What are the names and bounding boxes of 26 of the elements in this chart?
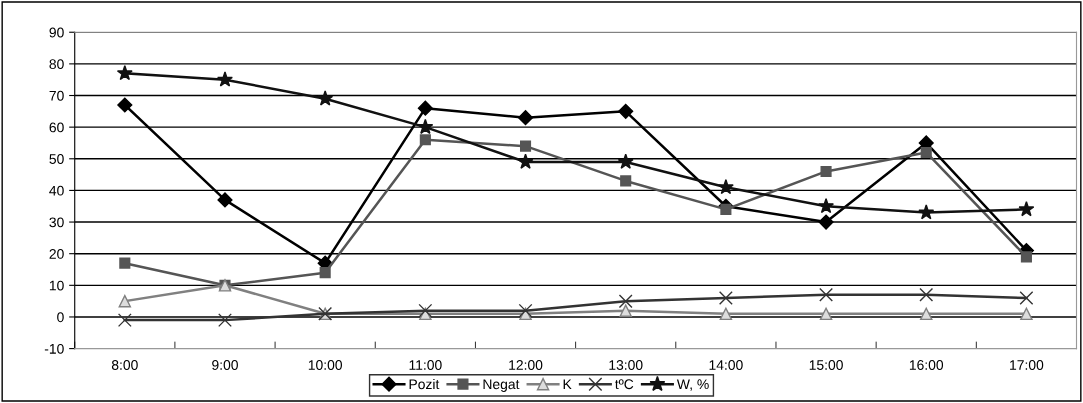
legend-label: Negat <box>483 379 520 392</box>
x-tick-label: 12:00 <box>509 360 543 370</box>
y-tick-label: 0 <box>57 312 64 323</box>
y-tick-label: 10 <box>49 280 64 291</box>
x-tick-label: 15:00 <box>809 360 843 370</box>
y-tick-label: 70 <box>49 90 64 101</box>
x-tick-label: 11:00 <box>409 360 442 370</box>
y-tick-label: 40 <box>49 185 64 196</box>
y-tick-label: -10 <box>44 343 64 354</box>
legend-label: Pozit <box>409 378 440 390</box>
y-tick-label: 50 <box>49 154 64 164</box>
x-tick-label: 14:00 <box>709 360 743 370</box>
x-tick-label: 8:00 <box>111 360 138 370</box>
x-tick-label: 10:00 <box>308 360 343 370</box>
legend-label: tºC <box>615 379 634 390</box>
x-tick-label: 16:00 <box>909 360 944 370</box>
x-tick-label: 13:00 <box>609 360 643 370</box>
x-tick-label: 9:00 <box>212 360 238 370</box>
x-tick-label: 17:00 <box>1010 360 1044 370</box>
legend-label: K <box>563 379 572 390</box>
y-tick-label: 20 <box>49 249 64 259</box>
y-tick-label: 90 <box>49 27 64 38</box>
y-tick-label: 30 <box>49 217 64 228</box>
legend-label: W, % <box>676 379 709 391</box>
y-tick-label: 80 <box>49 59 64 70</box>
y-tick-label: 60 <box>49 122 64 133</box>
